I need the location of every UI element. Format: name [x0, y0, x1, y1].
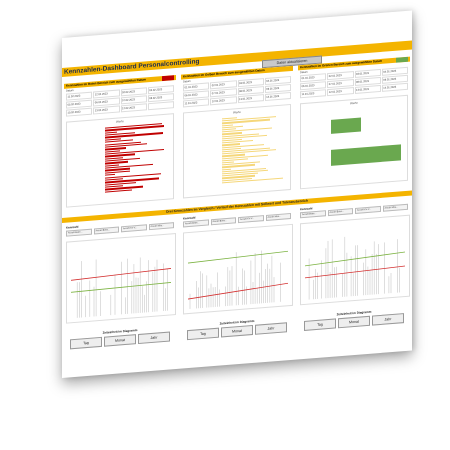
panel-yellow: Kennzahlen im Gelben Bereich zum ausgewä…	[181, 65, 293, 201]
value-spikes	[308, 236, 400, 300]
kennzahl-filter[interactable]: Anzahl Betre...	[300, 210, 326, 219]
date-cell[interactable]: 12.02.2023	[120, 103, 147, 113]
trend-chart	[300, 214, 410, 306]
date-cell[interactable]	[147, 101, 174, 111]
kennzahl-filter[interactable]: Anzahl Betre...	[183, 219, 209, 228]
comparison-panel: Kennzahl Anzahl Betre... Anzahl Betre...…	[64, 217, 176, 376]
month-button[interactable]: Monat	[338, 315, 370, 329]
bar-chart-red: Werte	[66, 113, 174, 208]
date-cell[interactable]: 14.01.2023	[264, 91, 291, 102]
accent-chip	[162, 75, 174, 82]
kennzahl-filter[interactable]: Anzahl Mita...	[265, 212, 291, 221]
year-button[interactable]: Jahr	[255, 322, 287, 335]
day-button[interactable]: Tag	[70, 336, 102, 350]
day-button[interactable]: Tag	[187, 327, 219, 341]
accent-chip	[396, 56, 408, 63]
limit-line	[304, 265, 406, 279]
chart-bar	[331, 144, 401, 166]
kennzahl-filter[interactable]: Anzahl Betre...	[66, 228, 92, 237]
date-cell[interactable]: 13.01.2023	[237, 94, 264, 104]
target-line	[304, 251, 406, 267]
kennzahl-filter[interactable]: Anzahl Mita...	[148, 222, 174, 231]
kennzahl-filter[interactable]: Anzahl KV-V...	[238, 215, 264, 224]
kennzahl-filter[interactable]: Anzahl Betre...	[210, 217, 236, 226]
date-cell[interactable]: 10.02.2023	[66, 107, 93, 117]
trend-chart	[66, 233, 176, 324]
month-button[interactable]: Monat	[104, 334, 136, 347]
date-cell[interactable]: 13.01.2023	[354, 84, 381, 94]
chart-bar	[331, 117, 361, 134]
kennzahl-filter[interactable]: Anzahl KV-V...	[121, 224, 147, 233]
chart-title: Werte	[350, 100, 358, 106]
target-line	[70, 282, 172, 293]
date-cell[interactable]: 11.01.2023	[183, 98, 210, 108]
day-button[interactable]: Tag	[304, 318, 336, 331]
panel-green: Kennzahlen im Grünen Bereich zum ausgewä…	[298, 56, 410, 192]
trend-chart	[183, 223, 293, 315]
bar-chart-green: Werte	[300, 94, 408, 190]
year-button[interactable]: Jahr	[138, 331, 170, 345]
date-cell[interactable]: 12.01.2023	[210, 96, 237, 106]
value-spikes	[76, 257, 168, 318]
lower-limit-line	[187, 282, 289, 300]
date-cell[interactable]: 13.02.2023	[93, 105, 120, 115]
kennzahl-filter[interactable]: Anzahl Betre...	[327, 208, 353, 217]
upper-limit-line	[70, 268, 172, 281]
target-line	[187, 250, 289, 264]
kennzahl-filter[interactable]: Anzahl Mita...	[382, 203, 408, 212]
panel-red: Kennzahlen im Roten Bereich zum ausgewäh…	[64, 75, 176, 210]
page-title: Kennzahlen-Dashboard Personalcontrolling	[64, 58, 200, 76]
comparison-panel: Kennzahl Anzahl Betre... Anzahl Betre...…	[181, 208, 293, 367]
date-cell[interactable]: 14.01.2023	[381, 82, 408, 92]
year-button[interactable]: Jahr	[372, 313, 404, 326]
date-cell[interactable]: 12.01.2023	[327, 87, 354, 97]
kennzahl-filter[interactable]: Anzahl Betre...	[93, 226, 119, 235]
value-spikes	[189, 250, 281, 309]
dashboard-sheet: Kennzahlen-Dashboard Personalcontrolling…	[62, 10, 412, 378]
month-button[interactable]: Monat	[221, 324, 253, 338]
kennzahl-filter[interactable]: Anzahl KV-V...	[355, 205, 381, 214]
bar-chart-yellow: Werte	[183, 103, 291, 199]
date-cell[interactable]: 11.01.2023	[300, 89, 327, 99]
comparison-panel: Kennzahl Anzahl Betre... Anzahl Betre...…	[298, 199, 410, 358]
